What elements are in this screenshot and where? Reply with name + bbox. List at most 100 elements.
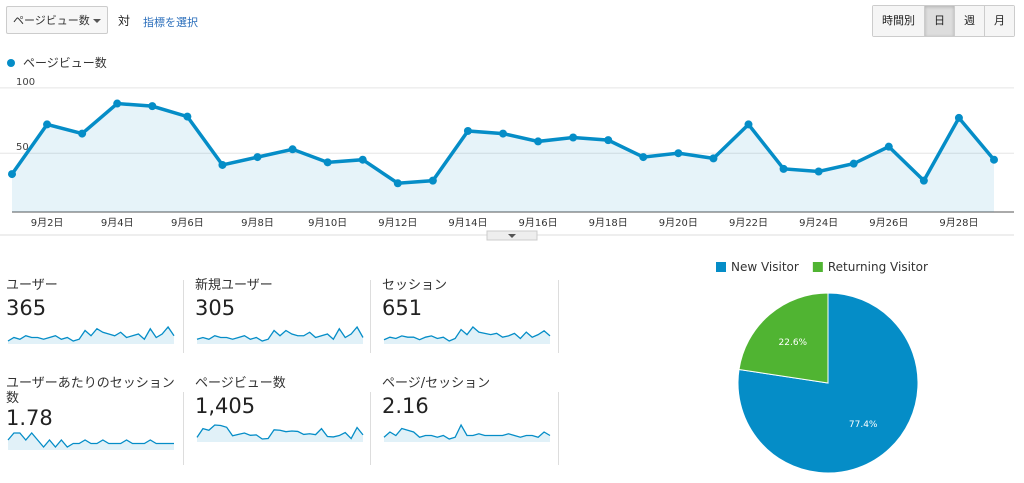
pie-chart: New Visitor Returning Visitor 77.4% 22.6% xyxy=(716,260,928,474)
legend-marker xyxy=(7,59,15,67)
x-tick-label: 9月6日 xyxy=(171,217,204,229)
sparkline-line xyxy=(196,325,364,342)
granularity-button[interactable]: 週 xyxy=(954,6,984,36)
point xyxy=(499,129,507,138)
x-tick-label: 9月10日 xyxy=(308,217,347,229)
line-chart: ページビュー数 50 100 9月2日 9月4日 9月6日 9月8日 9月10日 9月12日 9月… xyxy=(0,55,1014,241)
granularity-button[interactable]: 日 xyxy=(924,6,954,36)
metric-tile: ページビュー数 1,405 xyxy=(195,376,371,456)
sparkline-area xyxy=(384,327,550,344)
point xyxy=(358,155,367,164)
sparkline xyxy=(7,325,175,344)
metric-value: 1.78 xyxy=(6,406,53,430)
x-tick-label: 9月2日 xyxy=(31,217,64,229)
sparkline-area xyxy=(8,433,174,450)
point xyxy=(709,154,718,163)
choose-metric-link[interactable]: 指標を選択 xyxy=(143,16,198,29)
sparkline xyxy=(383,326,551,344)
metric-value: 305 xyxy=(195,296,236,320)
y-tick-label: 100 xyxy=(16,77,35,88)
point xyxy=(954,113,963,122)
sparkline-line xyxy=(7,325,175,342)
metric-value: 651 xyxy=(382,296,423,320)
collapse-arrow xyxy=(508,234,516,238)
x-tick-label: 9月18日 xyxy=(589,217,628,229)
point xyxy=(113,99,122,108)
point xyxy=(919,176,928,185)
metric-value: 365 xyxy=(6,296,47,320)
metric-label: 新規ユーザー xyxy=(195,278,273,293)
metric-tile: ページ/セッション 2.16 xyxy=(382,376,558,456)
divider xyxy=(183,392,184,465)
metric-label: ページ/セッション xyxy=(382,376,491,391)
sparkline xyxy=(383,423,551,442)
point xyxy=(569,133,578,142)
x-tick-label: 9月24日 xyxy=(799,217,838,229)
point xyxy=(148,102,157,111)
point xyxy=(463,126,472,135)
point xyxy=(604,136,613,145)
sparkline xyxy=(196,325,364,344)
legend-marker xyxy=(812,262,823,272)
metric-tile: 新規ユーザー 305 xyxy=(195,278,371,358)
point xyxy=(183,112,192,121)
sparkline-area xyxy=(197,327,363,344)
metric-value: 2.16 xyxy=(382,394,429,418)
granularity-button[interactable]: 時間別 xyxy=(873,6,924,36)
legend-label: New Visitor xyxy=(731,260,799,274)
x-tick-label: 9月20日 xyxy=(659,217,698,229)
x-tick-label: 9月16日 xyxy=(519,217,558,229)
sparkline-area xyxy=(8,327,174,344)
pie-slice xyxy=(738,292,829,384)
x-tick-label: 9月28日 xyxy=(939,217,978,229)
point xyxy=(253,153,262,162)
metric-label: ユーザー xyxy=(6,278,58,293)
point xyxy=(78,129,87,138)
slice-label: 22.6% xyxy=(779,338,808,348)
sparkline-line xyxy=(383,423,551,440)
legend-label: ページビュー数 xyxy=(23,55,107,70)
divider xyxy=(370,392,371,465)
divider xyxy=(370,280,371,353)
point xyxy=(884,142,893,151)
legend-label: Returning Visitor xyxy=(828,260,928,274)
x-tick-label: 9月22日 xyxy=(729,217,768,229)
point xyxy=(8,170,16,179)
granularity-buttons: 時間別日週月 xyxy=(872,5,1015,37)
x-tick-label: 9月4日 xyxy=(101,217,134,229)
area xyxy=(12,103,994,212)
point xyxy=(218,160,227,169)
point xyxy=(323,158,332,167)
slice-label: 77.4% xyxy=(849,420,878,430)
metric-tile: セッション 651 xyxy=(382,278,558,358)
sparkline-area xyxy=(384,425,550,442)
sparkline-line xyxy=(7,431,174,449)
y-tick-label: 50 xyxy=(16,142,29,153)
metric-dropdown[interactable]: ページビュー数 xyxy=(6,6,108,34)
divider xyxy=(558,280,559,353)
sparkline-area xyxy=(197,425,363,442)
metric-tile: ユーザーあたりのセッション数 1.78 xyxy=(6,376,182,456)
sparkline xyxy=(196,424,364,442)
metric-label: ユーザーあたりのセッション数 xyxy=(6,376,175,406)
metric-tile: ユーザー 365 xyxy=(6,278,182,358)
sparkline xyxy=(7,431,174,450)
point xyxy=(43,120,52,129)
point xyxy=(674,149,683,158)
point xyxy=(990,155,998,164)
point xyxy=(288,145,297,154)
divider xyxy=(183,280,184,353)
point xyxy=(849,159,858,168)
x-tick-label: 9月26日 xyxy=(869,217,908,229)
metric-label: ページビュー数 xyxy=(195,376,286,391)
x-tick-label: 9月14日 xyxy=(448,217,487,229)
granularity-button[interactable]: 月 xyxy=(984,6,1014,36)
point xyxy=(393,179,402,188)
sparkline-line xyxy=(383,326,551,342)
legend-marker xyxy=(716,262,726,272)
sparkline-line xyxy=(196,424,364,440)
divider xyxy=(558,392,559,465)
point xyxy=(428,176,437,185)
versus-label: 対 xyxy=(118,14,131,28)
